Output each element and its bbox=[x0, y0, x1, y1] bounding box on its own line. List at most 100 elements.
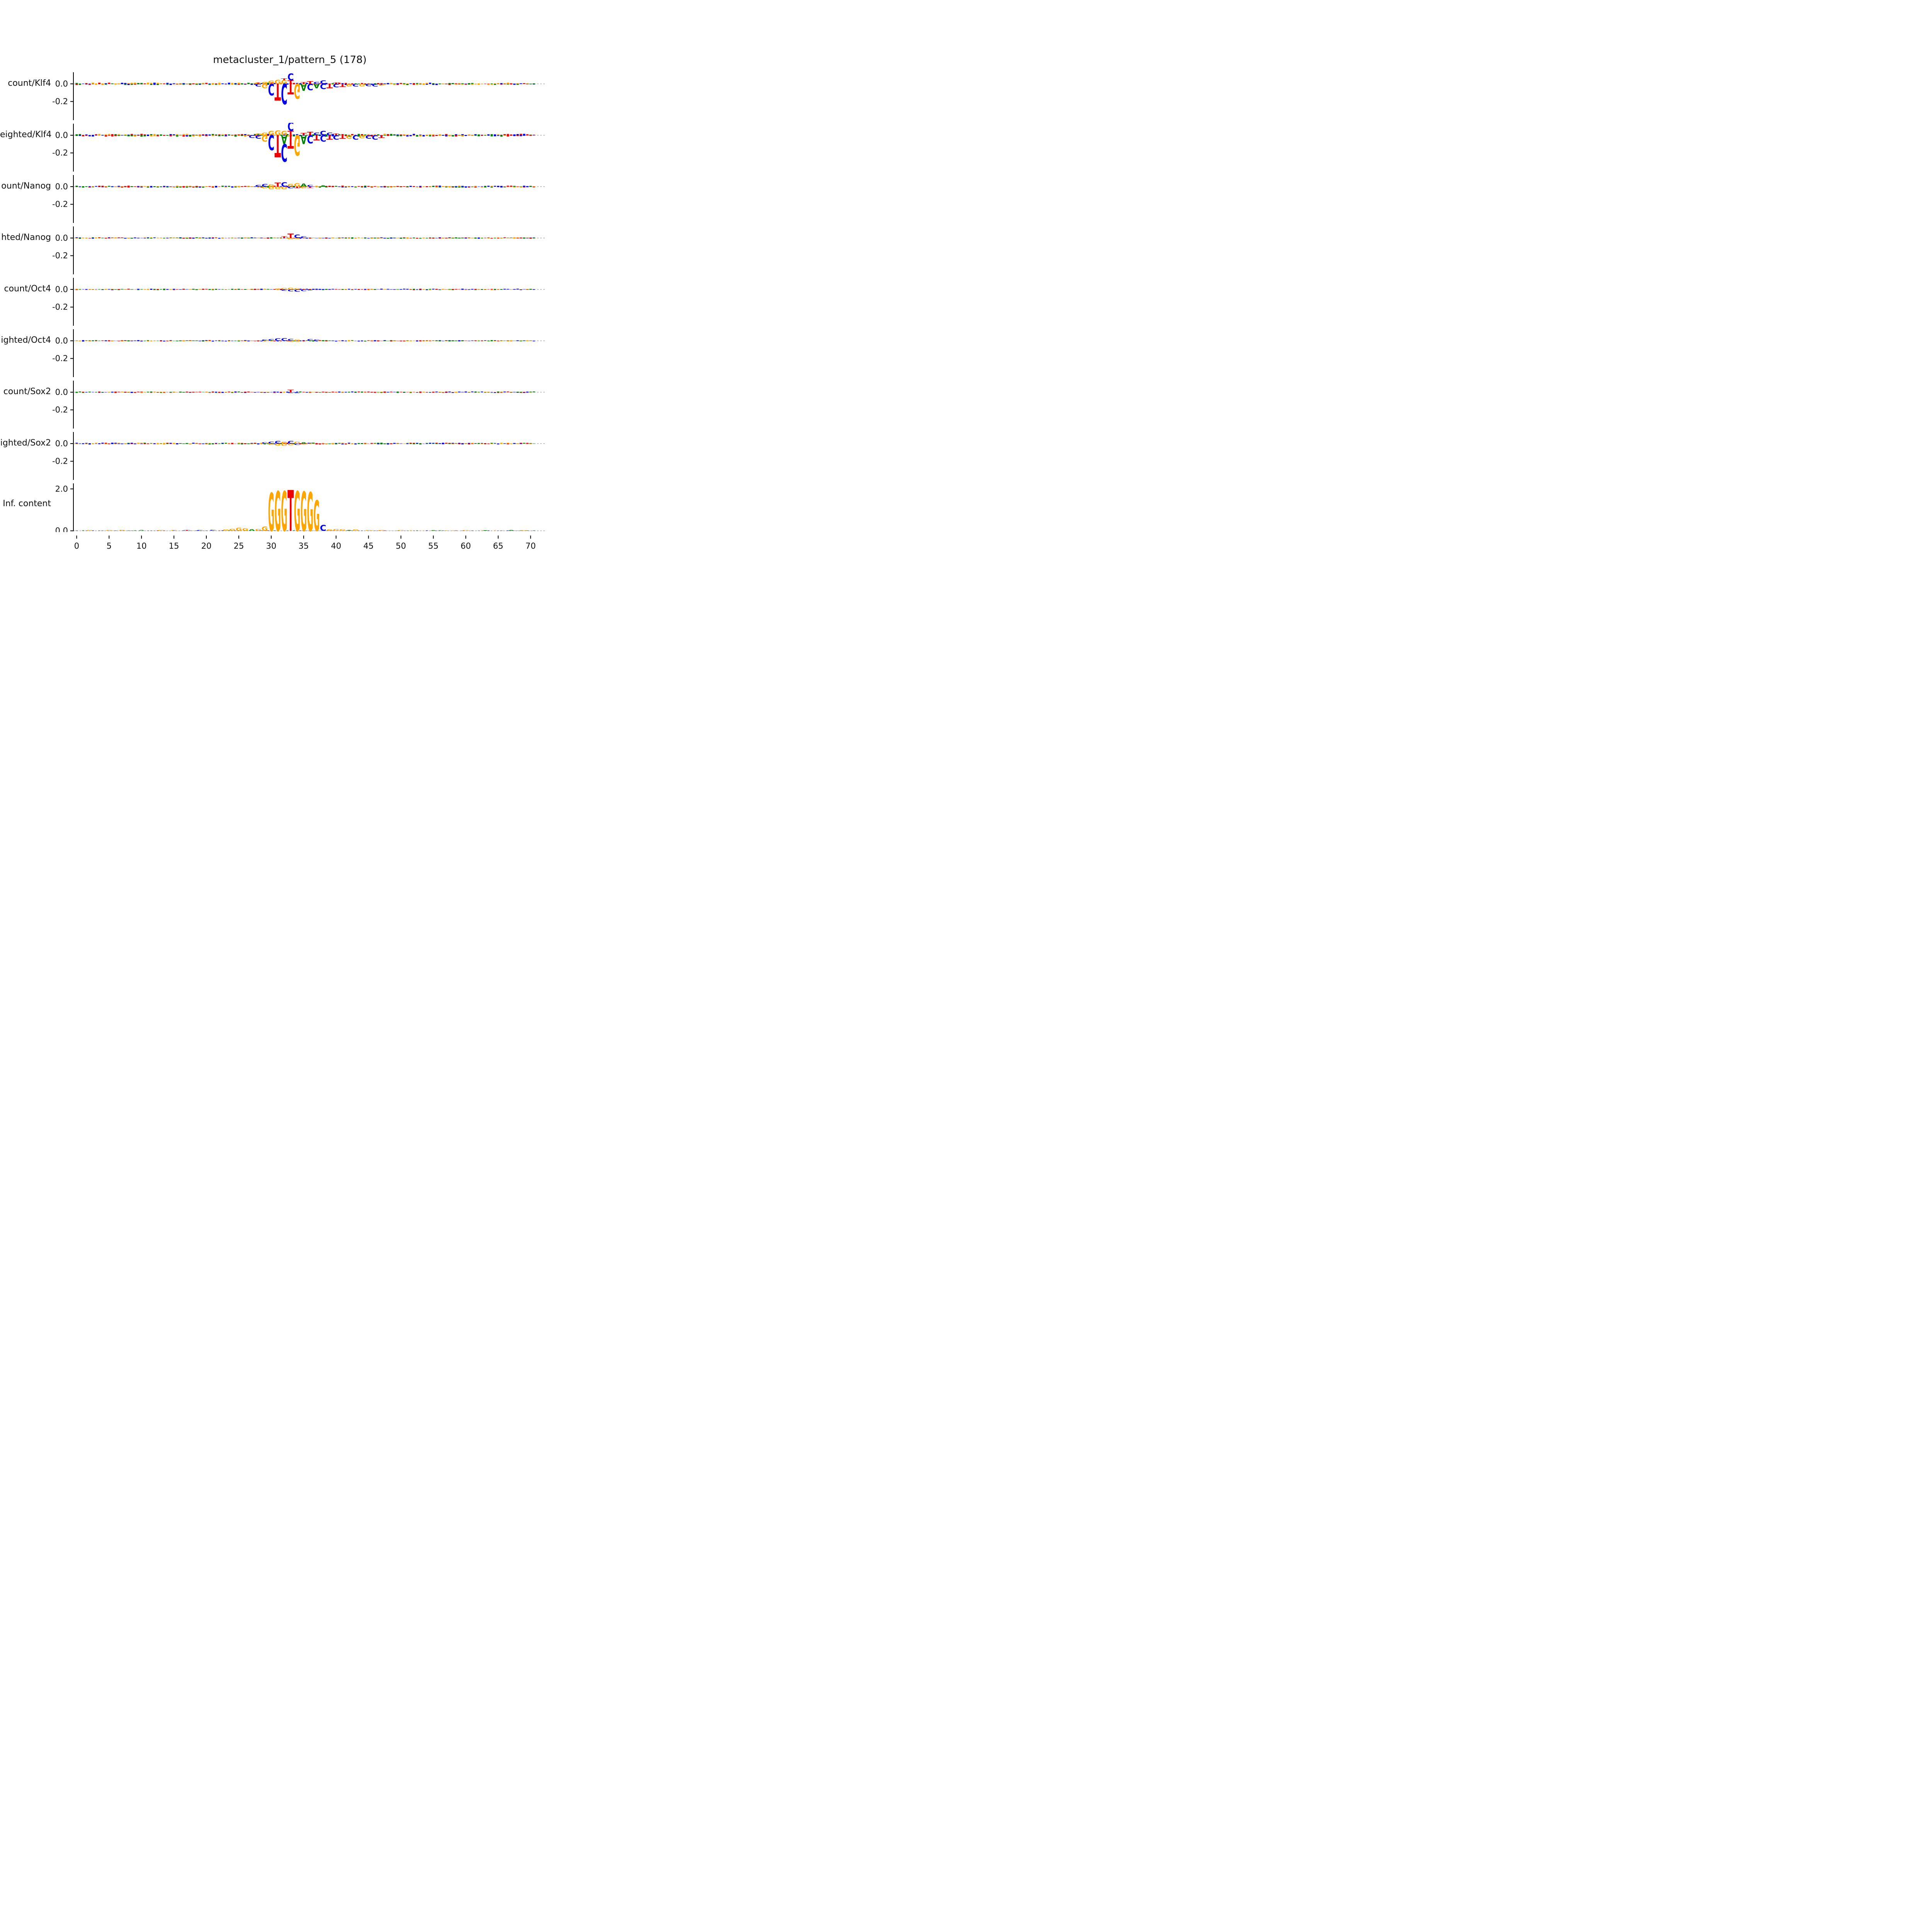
y-tick-label: 0.0 bbox=[55, 439, 68, 448]
svg-text:C: C bbox=[268, 441, 274, 444]
svg-text:T: T bbox=[301, 82, 307, 84]
svg-text:G: G bbox=[274, 185, 281, 189]
svg-text:C: C bbox=[320, 524, 326, 532]
track-plot: 0.0 -0.2 TC C bbox=[52, 381, 545, 429]
svg-text:T: T bbox=[281, 78, 287, 80]
svg-text:C: C bbox=[262, 339, 268, 341]
x-tick-label: 15 bbox=[169, 541, 179, 551]
svg-text:G: G bbox=[268, 184, 274, 187]
svg-text:C: C bbox=[281, 338, 287, 342]
svg-text:C: C bbox=[287, 338, 294, 341]
svg-text:C: C bbox=[287, 186, 294, 189]
svg-text:C: C bbox=[281, 77, 287, 110]
svg-text:G: G bbox=[365, 530, 371, 531]
svg-text:A: A bbox=[320, 185, 327, 187]
x-tick-label: 25 bbox=[234, 541, 244, 551]
track-2: ount/Nanog 0.0 -0.2 C C G T C G G A C A G G G G C T G T bbox=[0, 174, 580, 224]
svg-text:C: C bbox=[320, 130, 326, 137]
svg-text:C: C bbox=[281, 289, 287, 291]
svg-text:C: C bbox=[268, 130, 274, 154]
x-tick-label: 5 bbox=[107, 541, 112, 551]
svg-text:G: G bbox=[158, 530, 164, 531]
svg-text:T: T bbox=[301, 133, 307, 136]
logo-tracks-chart: metacluster_1/pattern_5 (178) count/Klf4… bbox=[0, 0, 580, 580]
svg-text:C: C bbox=[372, 83, 378, 87]
svg-text:G: G bbox=[171, 530, 177, 531]
track-label: count/Oct4 bbox=[4, 284, 51, 294]
svg-text:G: G bbox=[521, 530, 527, 531]
track-plot: 0.0 -0.2 C C C C C G C CG G bbox=[52, 329, 545, 377]
svg-text:G: G bbox=[339, 529, 345, 531]
svg-text:C: C bbox=[287, 392, 294, 393]
track-plot: 0.0 -0.2 C C G T C G G A C AG G G G C T G T bbox=[52, 175, 545, 223]
svg-text:G: G bbox=[333, 529, 339, 531]
svg-text:G: G bbox=[281, 441, 287, 444]
svg-text:C: C bbox=[307, 82, 313, 91]
svg-text:A: A bbox=[313, 82, 320, 89]
svg-text:C: C bbox=[197, 530, 203, 531]
baseline-noise bbox=[75, 442, 535, 445]
x-axis-plot: 0 5 10 15 20 25 30 35 40 45 50 55 60 65 70 bbox=[74, 536, 536, 551]
svg-text:C: C bbox=[365, 83, 371, 87]
x-tick-label: 35 bbox=[298, 541, 309, 551]
svg-text:G: G bbox=[378, 530, 384, 531]
svg-text:G: G bbox=[255, 133, 261, 136]
svg-text:C: C bbox=[372, 134, 378, 141]
svg-text:G: G bbox=[301, 483, 307, 532]
svg-text:G: G bbox=[262, 133, 268, 143]
svg-text:G: G bbox=[268, 130, 274, 137]
svg-text:G: G bbox=[255, 82, 261, 84]
svg-text:C: C bbox=[255, 134, 261, 139]
svg-text:C: C bbox=[333, 134, 339, 141]
track-6: count/Sox2 0.0 -0.2 T C C bbox=[0, 380, 580, 429]
svg-text:G: G bbox=[359, 134, 365, 139]
x-tick-label: 0 bbox=[74, 541, 79, 551]
svg-text:G: G bbox=[268, 80, 274, 85]
svg-text:G: G bbox=[274, 483, 281, 532]
svg-text:G: G bbox=[262, 526, 268, 532]
x-tick-label: 50 bbox=[396, 541, 406, 551]
svg-text:G: G bbox=[274, 443, 281, 446]
baseline-noise bbox=[75, 340, 535, 342]
svg-text:T: T bbox=[294, 186, 301, 189]
svg-text:G: G bbox=[262, 82, 268, 89]
svg-text:C: C bbox=[333, 83, 339, 88]
svg-text:G: G bbox=[281, 287, 287, 290]
svg-text:G: G bbox=[262, 81, 268, 84]
track-4: count/Oct4 0.0 -0.2 G G G G C C C C C bbox=[0, 277, 580, 327]
svg-text:T: T bbox=[307, 186, 314, 188]
svg-text:C: C bbox=[255, 83, 261, 87]
track-plot: 0.0-0.2G G G GC C C C C bbox=[52, 278, 545, 326]
svg-text:C: C bbox=[274, 440, 281, 445]
svg-text:G: G bbox=[223, 529, 229, 531]
svg-text:C: C bbox=[294, 289, 300, 292]
svg-text:C: C bbox=[327, 132, 333, 136]
svg-text:A: A bbox=[430, 530, 437, 531]
y-tick-label: -0.2 bbox=[52, 97, 68, 106]
svg-text:G: G bbox=[287, 184, 294, 188]
track-label: ighted/Oct4 bbox=[1, 335, 51, 345]
y-tick-label: -0.2 bbox=[52, 303, 68, 312]
svg-text:C: C bbox=[307, 184, 313, 187]
svg-text:C: C bbox=[365, 134, 371, 139]
svg-text:G: G bbox=[287, 443, 294, 446]
svg-text:G: G bbox=[294, 441, 300, 444]
svg-text:G: G bbox=[287, 238, 294, 240]
svg-text:C: C bbox=[313, 132, 320, 136]
track-plot: 2.00.0 G G G A G G T C C G G G G A G G G G G T G G G G C G G G A G G G G A… bbox=[55, 483, 545, 532]
y-tick-label: 0.0 bbox=[55, 526, 68, 532]
svg-text:C: C bbox=[294, 443, 300, 445]
track-label: count/Sox2 bbox=[3, 387, 51, 396]
svg-text:G: G bbox=[359, 83, 365, 87]
y-tick-label: 0.0 bbox=[55, 79, 68, 88]
svg-text:C: C bbox=[301, 236, 307, 238]
baseline-noise bbox=[75, 237, 535, 239]
svg-text:C: C bbox=[294, 234, 300, 239]
y-tick-label: -0.2 bbox=[52, 405, 68, 415]
track-label: eighted/Klf4 bbox=[0, 130, 52, 139]
logo-letters: C C G T C G G A C AG G G G C T G T bbox=[255, 181, 327, 190]
y-tick-label: 0.0 bbox=[55, 131, 68, 140]
svg-text:T: T bbox=[281, 236, 287, 238]
svg-text:T: T bbox=[307, 131, 313, 136]
